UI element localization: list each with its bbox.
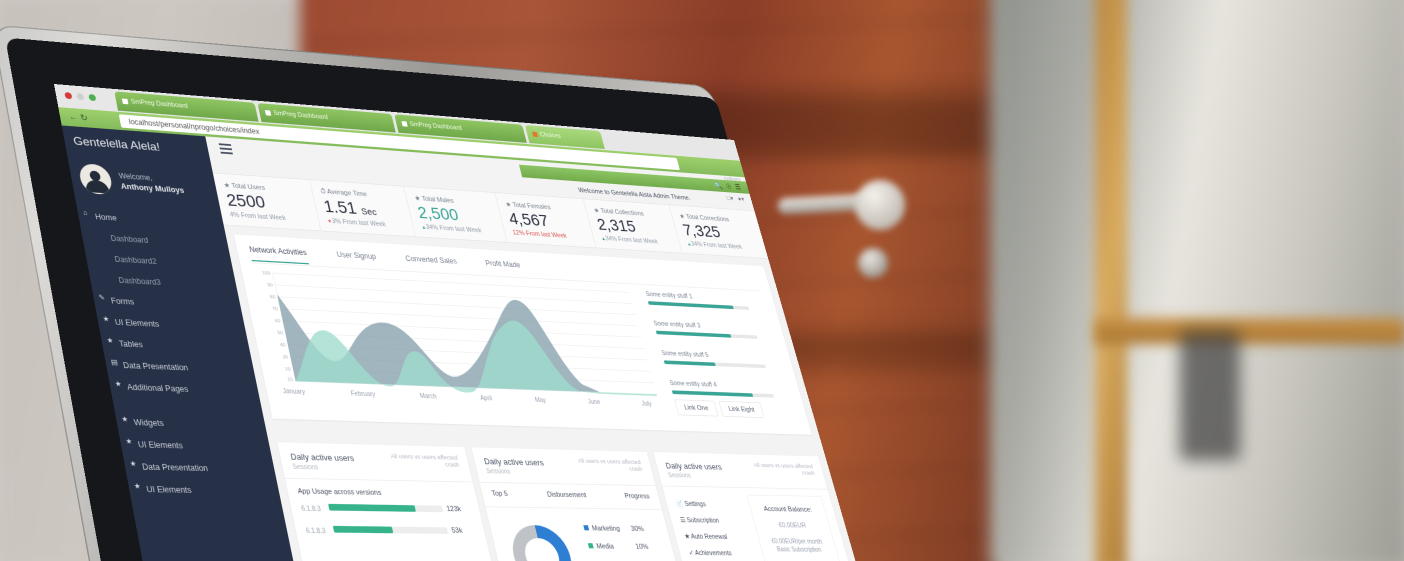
svg-text:30: 30 xyxy=(282,354,289,360)
svg-text:50: 50 xyxy=(277,330,284,336)
svg-text:100: 100 xyxy=(262,270,272,276)
svg-text:80: 80 xyxy=(269,294,276,300)
svg-text:70: 70 xyxy=(272,306,279,312)
svg-text:90: 90 xyxy=(267,282,274,288)
svg-text:60: 60 xyxy=(274,318,281,324)
svg-text:40: 40 xyxy=(279,342,286,348)
svg-text:20: 20 xyxy=(285,366,292,372)
svg-text:10: 10 xyxy=(287,377,294,383)
